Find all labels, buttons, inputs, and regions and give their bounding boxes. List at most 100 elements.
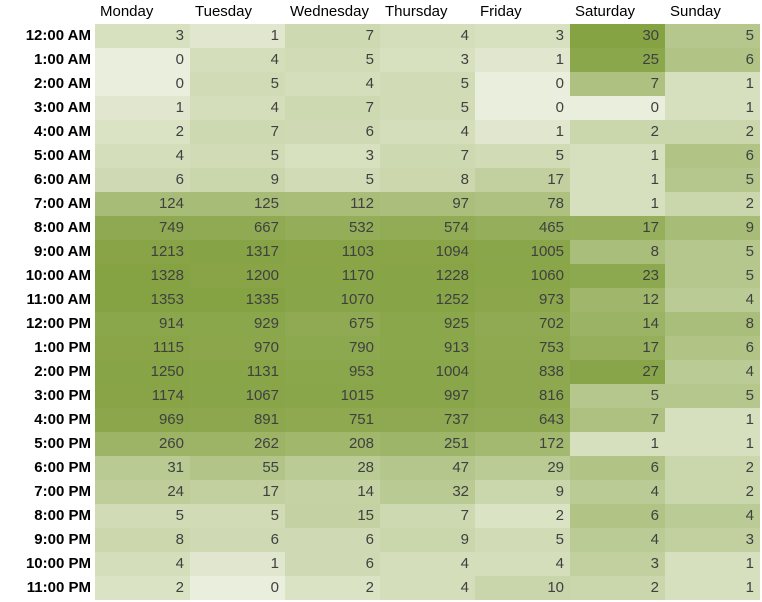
heatmap-cell: 1170 (285, 264, 380, 288)
column-header-friday: Friday (480, 3, 522, 20)
heatmap-cell: 969 (95, 408, 190, 432)
heatmap-cell: 953 (285, 360, 380, 384)
heatmap-cell: 6 (95, 168, 190, 192)
heatmap-cell: 5 (380, 96, 475, 120)
cell-value: 7 (460, 147, 469, 164)
cell-value: 55 (262, 459, 279, 476)
heatmap-cell: 3 (380, 48, 475, 72)
cell-value: 2 (745, 123, 754, 140)
heatmap-cell: 667 (190, 216, 285, 240)
heatmap-cell: 5 (665, 264, 760, 288)
heatmap-cell: 17 (475, 168, 570, 192)
heatmap-cell: 251 (380, 432, 475, 456)
cell-value: 4 (650, 483, 659, 500)
cell-value: 2 (650, 579, 659, 596)
heatmap-cell: 4 (95, 144, 190, 168)
heatmap-cell: 1 (665, 72, 760, 96)
heatmap-cell: 1 (475, 120, 570, 144)
cell-value: 9 (555, 483, 564, 500)
heatmap-cell: 9 (665, 216, 760, 240)
cell-value: 7 (270, 123, 279, 140)
heatmap-cell: 5 (665, 168, 760, 192)
heatmap-cell: 5 (570, 384, 665, 408)
cell-value: 3 (650, 555, 659, 572)
heatmap-cell: 260 (95, 432, 190, 456)
cell-value: 1 (555, 51, 564, 68)
cell-value: 914 (158, 315, 184, 332)
cell-value: 1094 (435, 243, 469, 260)
row-label: 3:00 AM (34, 99, 91, 116)
heatmap-cell: 465 (475, 216, 570, 240)
cell-value: 2 (365, 579, 374, 596)
heatmap-cell: 262 (190, 432, 285, 456)
heatmap-cell: 4 (665, 504, 760, 528)
cell-value: 753 (538, 339, 564, 356)
row-label: 6:00 PM (34, 459, 91, 476)
cell-value: 891 (253, 411, 279, 428)
heatmap-cell: 7 (570, 72, 665, 96)
cell-value: 29 (547, 459, 564, 476)
cell-value: 125 (253, 195, 279, 212)
heatmap-cell: 0 (95, 48, 190, 72)
cell-value: 24 (167, 483, 184, 500)
heatmap-cell: 1353 (95, 288, 190, 312)
heatmap-cell: 0 (190, 576, 285, 600)
cell-value: 5 (650, 387, 659, 404)
cell-value: 1115 (152, 339, 184, 356)
cell-value: 6 (270, 531, 279, 548)
heatmap-cell: 2 (95, 576, 190, 600)
heatmap-cell: 3 (665, 528, 760, 552)
cell-value: 4 (650, 531, 659, 548)
cell-value: 1317 (245, 243, 279, 260)
heatmap-cell: 1115 (95, 336, 190, 360)
cell-value: 749 (158, 219, 184, 236)
heatmap-cell: 2 (95, 120, 190, 144)
heatmap-cell: 0 (570, 96, 665, 120)
cell-value: 1 (555, 123, 564, 140)
cell-value: 7 (460, 507, 469, 524)
heatmap-cell: 5 (285, 48, 380, 72)
heatmap-cell: 2 (475, 504, 570, 528)
heatmap-cell: 913 (380, 336, 475, 360)
row-label: 11:00 AM (26, 291, 91, 308)
heatmap-cell: 1 (475, 48, 570, 72)
heatmap-cell: 2 (570, 120, 665, 144)
heatmap-cell: 14 (570, 312, 665, 336)
cell-value: 969 (158, 411, 184, 428)
heatmap-cell: 891 (190, 408, 285, 432)
heatmap-cell: 17 (570, 336, 665, 360)
heatmap-cell: 2 (665, 120, 760, 144)
cell-value: 2 (555, 507, 564, 524)
cell-value: 751 (348, 411, 374, 428)
heatmap-cell: 1200 (190, 264, 285, 288)
cell-value: 970 (253, 339, 279, 356)
row-label: 6:00 AM (34, 171, 91, 188)
cell-value: 9 (745, 219, 754, 236)
cell-value: 3 (365, 147, 374, 164)
heatmap-cell: 1328 (95, 264, 190, 288)
cell-value: 1060 (530, 267, 564, 284)
column-header-tuesday: Tuesday (195, 3, 252, 20)
heatmap-cell: 1103 (285, 240, 380, 264)
heatmap-cell: 4 (380, 552, 475, 576)
heatmap-cell: 5 (190, 144, 285, 168)
cell-value: 667 (253, 219, 279, 236)
row-label: 1:00 AM (34, 51, 91, 68)
cell-value: 838 (538, 363, 564, 380)
cell-value: 5 (745, 27, 754, 44)
heatmap-cell: 7 (285, 24, 380, 48)
cell-value: 4 (270, 51, 279, 68)
heatmap-cell: 8 (665, 312, 760, 336)
cell-value: 7 (365, 99, 374, 116)
cell-value: 675 (348, 315, 374, 332)
cell-value: 0 (270, 579, 279, 596)
heatmap-cell: 6 (190, 528, 285, 552)
cell-value: 1 (650, 435, 659, 452)
row-label: 1:00 PM (34, 339, 91, 356)
cell-value: 14 (642, 315, 659, 332)
heatmap-cell: 5 (190, 504, 285, 528)
cell-value: 1200 (245, 267, 279, 284)
heatmap-cell: 1 (665, 552, 760, 576)
heatmap-cell: 5 (380, 72, 475, 96)
cell-value: 5 (745, 387, 754, 404)
